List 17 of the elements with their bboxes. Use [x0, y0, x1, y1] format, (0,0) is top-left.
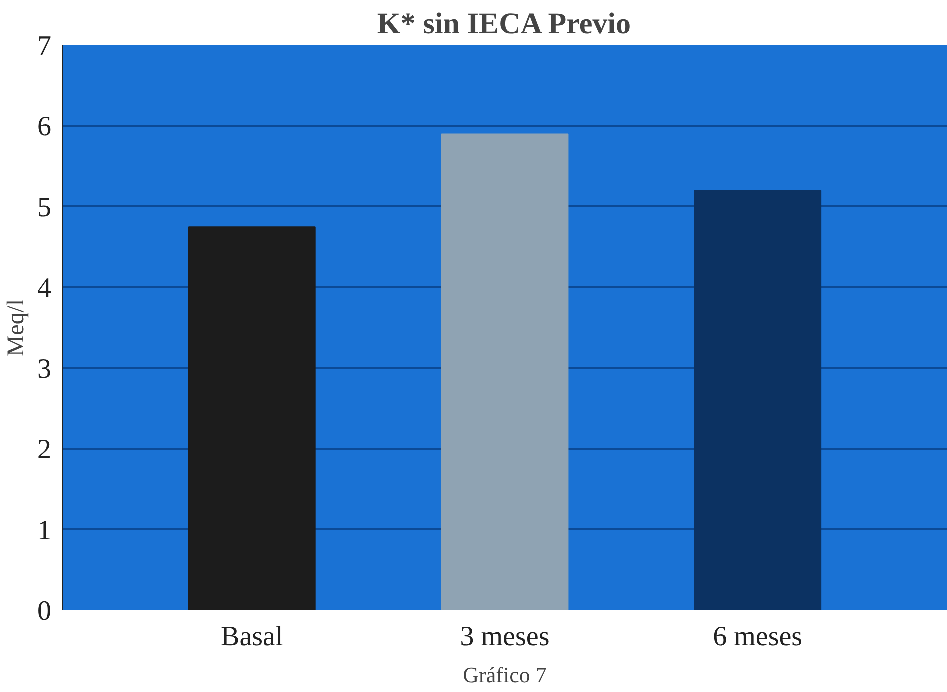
bar [441, 134, 569, 610]
y-tick-label: 0 [38, 596, 52, 627]
y-axis-title: Meq/l [4, 299, 30, 357]
y-tick-label: 7 [38, 31, 52, 62]
x-tick-label: 6 meses [713, 622, 803, 652]
y-tick-label: 1 [38, 515, 52, 546]
y-tick-label: 3 [38, 354, 52, 385]
text: Gráfico 7 [463, 662, 547, 688]
y-tick-label: 6 [38, 112, 52, 143]
y-tick-label: 5 [38, 192, 52, 224]
bar [188, 226, 316, 610]
x-tick-label: 3 meses [460, 622, 550, 652]
x-tick-label: Basal [221, 622, 284, 652]
chart-title: K* sin IECA Previo [377, 8, 631, 40]
y-tick-label: 2 [38, 434, 52, 466]
bar [694, 190, 822, 610]
y-tick-label: 4 [38, 273, 52, 304]
